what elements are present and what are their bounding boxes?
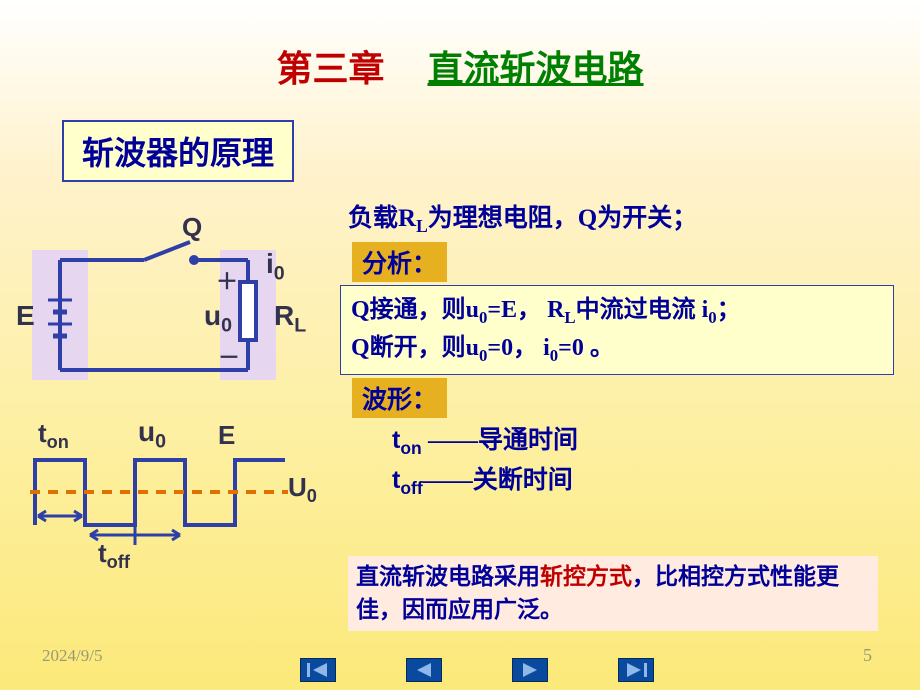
current-label: i0 <box>266 248 285 286</box>
U0-axis-label: U0 <box>288 472 317 507</box>
circuit-diagram: Q E i0 ＋ u0 － RL <box>22 220 332 390</box>
analysis-heading: 分析： <box>352 242 447 282</box>
waveform-svg <box>30 420 320 570</box>
topic-label: 直流斩波电路 <box>428 49 644 89</box>
nav-next-button[interactable] <box>512 658 548 682</box>
load-description: 负载RL为理想电阻，Q为开关； <box>348 198 697 237</box>
chapter-label: 第三章 <box>276 49 384 89</box>
analysis-line-2: Q断开，则u0=0， i0=0 。 <box>351 330 883 368</box>
analysis-box: Q接通，则u0=E， RL中流过电流 i0； Q断开，则u0=0， i0=0 。 <box>340 285 894 375</box>
nav-buttons <box>300 658 654 682</box>
toff-axis-label: toff <box>98 538 130 573</box>
ton-axis-label: ton <box>38 418 69 453</box>
slide: 第三章 直流斩波电路 斩波器的原理 <box>0 0 920 690</box>
section-heading: 斩波器的原理 <box>62 120 294 182</box>
E-axis-label: E <box>218 420 235 451</box>
source-label: E <box>16 300 35 332</box>
nav-last-button[interactable] <box>618 658 654 682</box>
footer-date: 2024/9/5 <box>42 646 102 666</box>
voltage-label: u0 <box>204 300 232 338</box>
plus-label: ＋ <box>216 264 238 296</box>
t-on-text: ton ——导通时间 <box>392 420 578 459</box>
load-label: RL <box>274 300 306 338</box>
waveform-diagram: ton u0 E U0 toff <box>30 420 320 570</box>
conclusion-note: 直流斩波电路采用斩控方式，比相控方式性能更佳，因而应用广泛。 <box>348 556 878 631</box>
analysis-line-1: Q接通，则u0=E， RL中流过电流 i0； <box>351 292 883 330</box>
u0-axis-label: u0 <box>138 416 166 454</box>
waveform-heading: 波形： <box>352 378 447 418</box>
switch-label: Q <box>182 212 202 243</box>
nav-prev-button[interactable] <box>406 658 442 682</box>
footer-page-number: 5 <box>863 645 872 666</box>
slide-title: 第三章 直流斩波电路 <box>0 40 920 92</box>
nav-first-button[interactable] <box>300 658 336 682</box>
t-off-text: toff——关断时间 <box>392 460 573 499</box>
minus-label: － <box>218 340 240 372</box>
